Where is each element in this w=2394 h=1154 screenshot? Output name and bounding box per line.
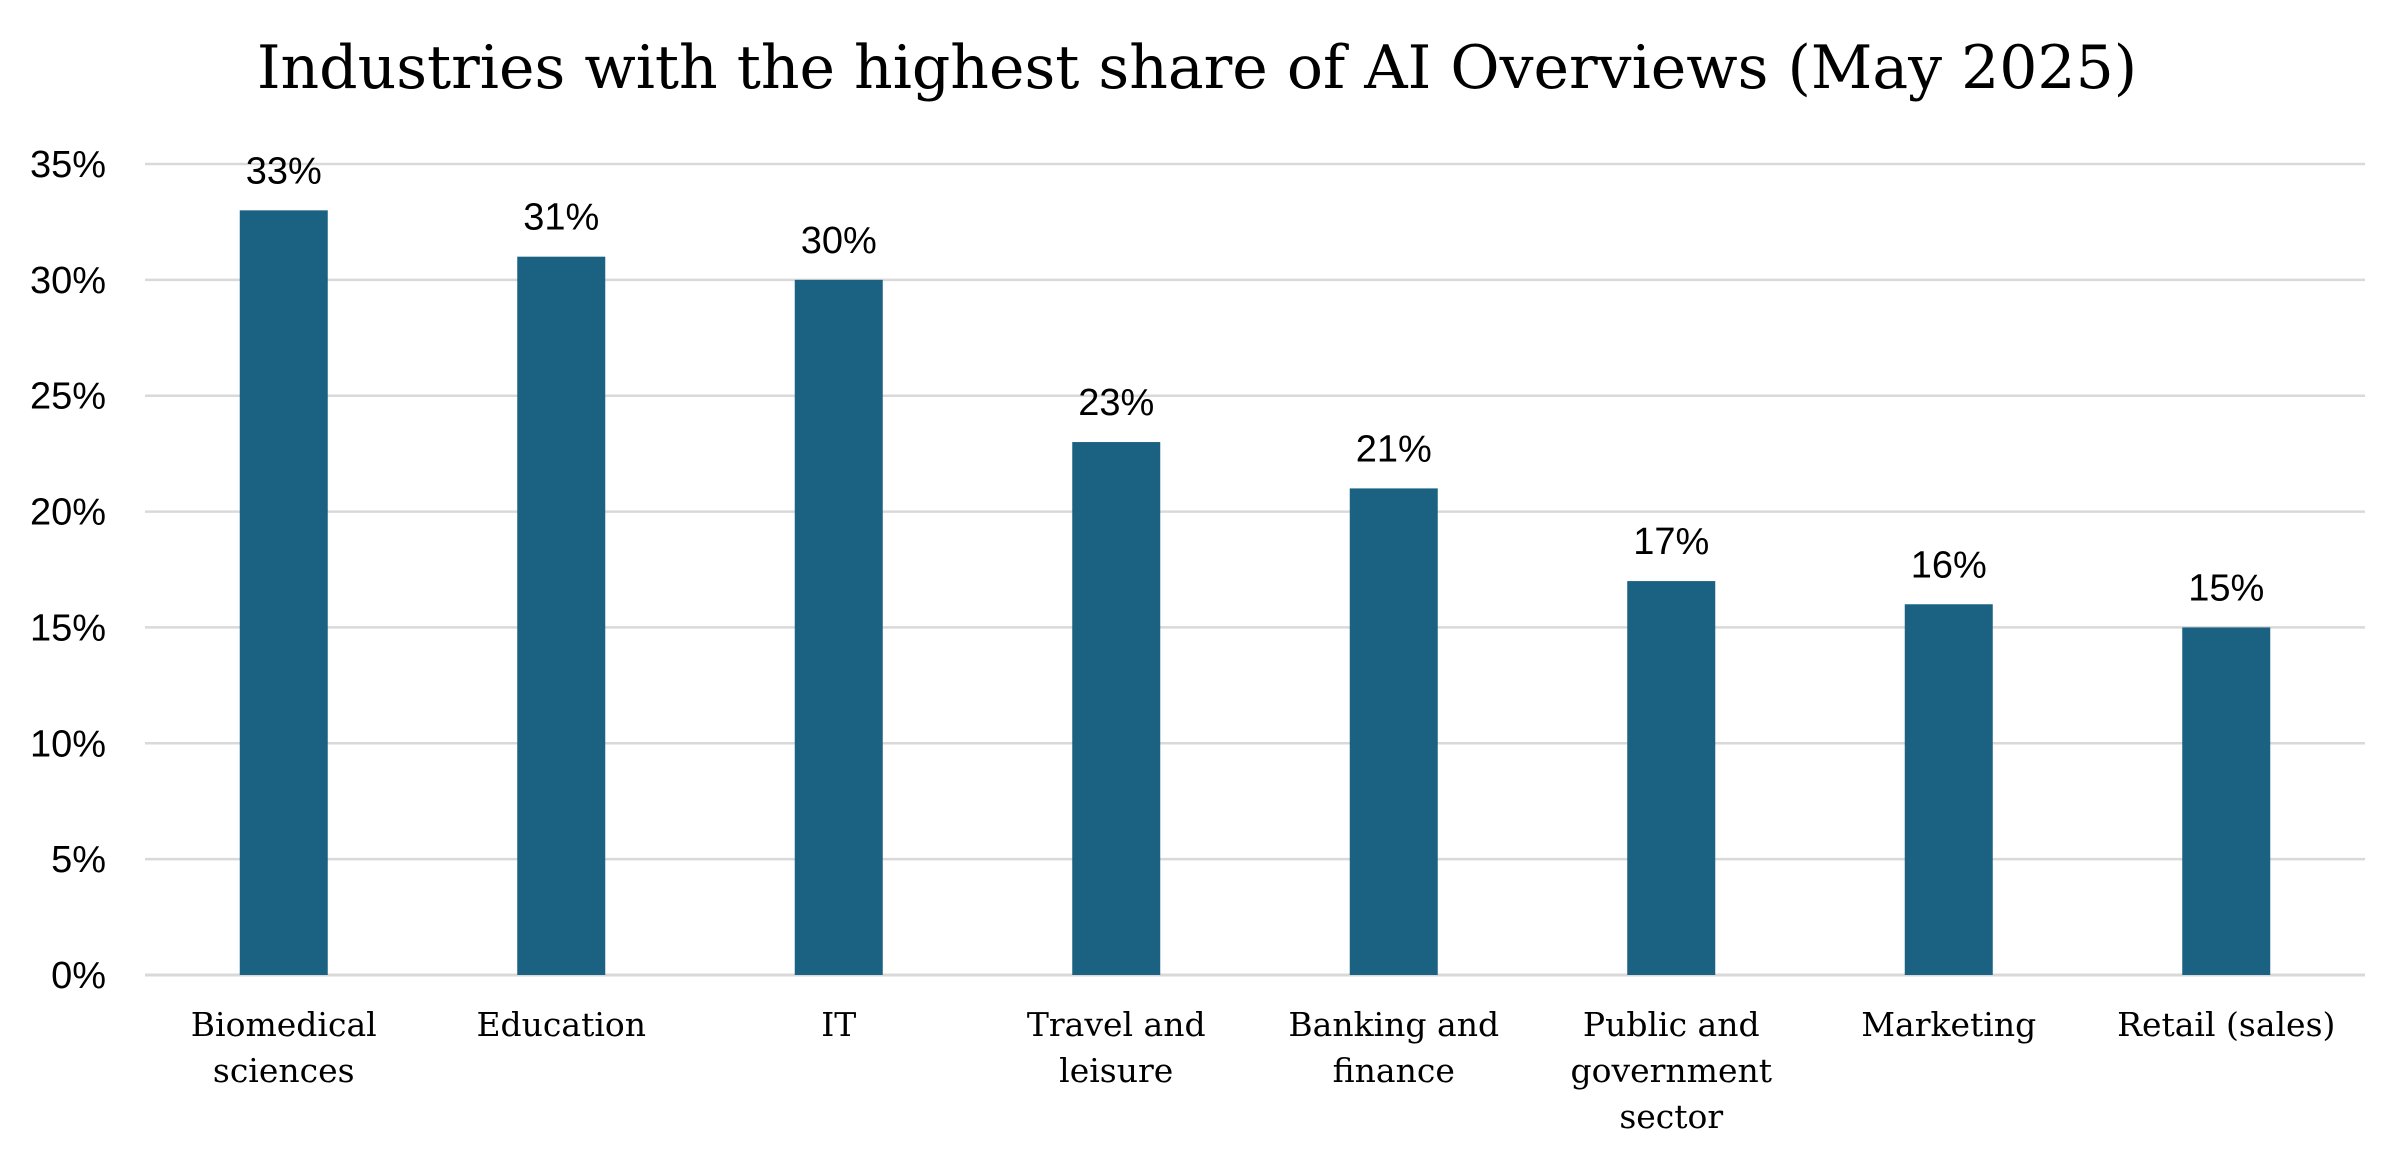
data-label: 33% (246, 150, 322, 192)
data-label: 17% (1633, 521, 1709, 563)
x-tick-label: Retail (sales) (2117, 1005, 2335, 1044)
data-label: 31% (523, 197, 599, 239)
x-tick-label: Banking and finance (1288, 1005, 1499, 1090)
x-tick-label: Marketing (1861, 1005, 2036, 1044)
data-labels: 33% 31% 30% 23% 21% 17% 16% 15% (246, 150, 2265, 609)
x-tick-label: IT (821, 1005, 856, 1044)
chart-title: Industries with the highest share of AI … (257, 33, 2137, 103)
data-label: 15% (2188, 567, 2264, 609)
y-axis: 0% 5% 10% 15% 20% 25% 30% 35% (30, 144, 106, 997)
y-tick-label: 35% (30, 144, 106, 186)
data-label: 21% (1356, 428, 1432, 470)
x-tick-label: Biomedical sciences (191, 1005, 377, 1090)
y-tick-label: 0% (51, 955, 106, 997)
bar (239, 210, 328, 976)
data-label: 16% (1911, 544, 1987, 586)
gridlines (145, 162, 2365, 977)
x-axis: Biomedical sciences Education IT Travel and l… (191, 1005, 2336, 1136)
bar (1627, 581, 1716, 975)
x-tick-label: Public and government sector (1570, 1005, 1772, 1136)
bar (794, 279, 883, 975)
data-label: 30% (801, 220, 877, 262)
y-tick-label: 15% (30, 607, 106, 649)
bar (1072, 442, 1161, 975)
y-tick-label: 30% (30, 260, 106, 302)
bar (517, 256, 606, 976)
y-tick-label: 25% (30, 376, 106, 418)
y-tick-label: 20% (30, 492, 106, 534)
bar (2182, 627, 2271, 975)
data-label: 23% (1078, 382, 1154, 424)
x-tick-label: Education (476, 1005, 646, 1044)
y-tick-label: 5% (51, 839, 106, 881)
bar (1904, 604, 1993, 975)
bars (239, 210, 2271, 976)
bar (1349, 488, 1438, 975)
x-tick-label: Travel and leisure (1027, 1005, 1206, 1090)
y-tick-label: 10% (30, 723, 106, 765)
